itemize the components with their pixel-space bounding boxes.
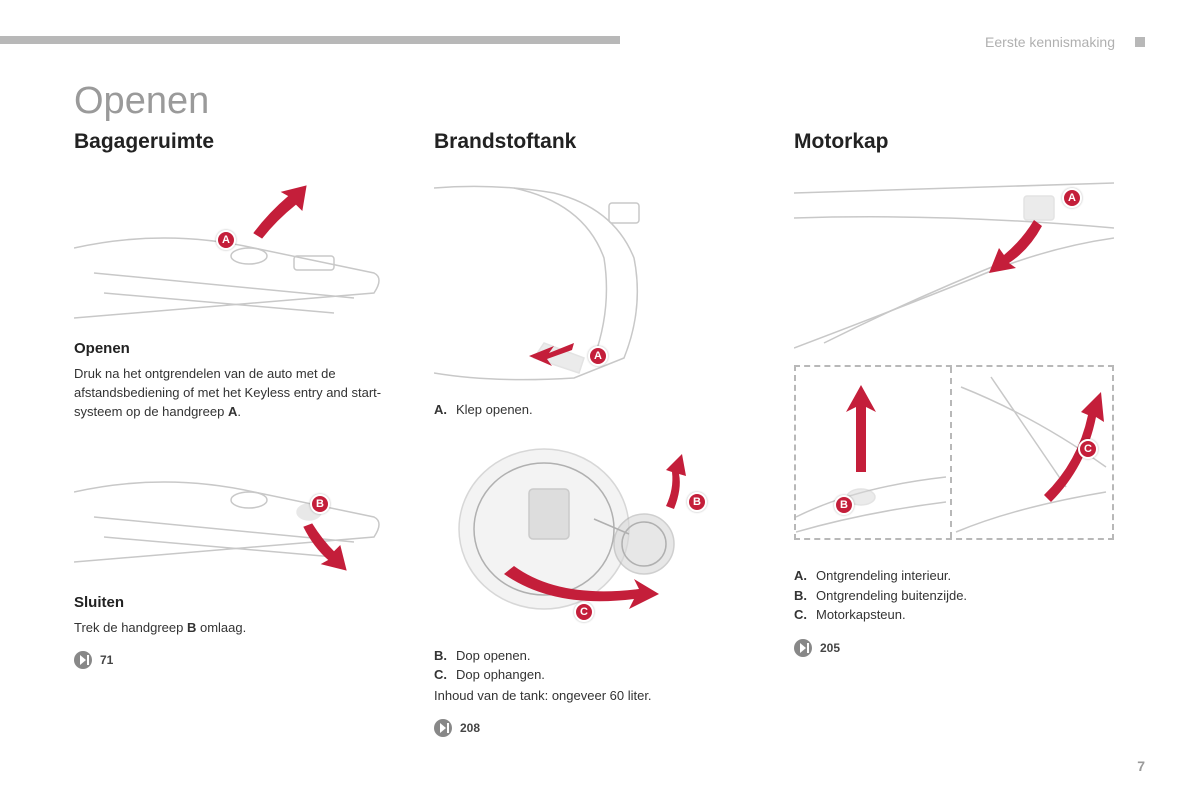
callout-a-icon: A: [588, 346, 608, 366]
page-ref-icon: [74, 651, 92, 669]
header-section: Eerste kennismaking: [985, 34, 1145, 50]
luggage-open-heading: Openen: [74, 340, 404, 357]
callout-c-icon: C: [574, 602, 594, 622]
bonnet-ref-number: 205: [820, 641, 840, 655]
section-label: Eerste kennismaking: [985, 34, 1115, 50]
page-ref-icon: [794, 639, 812, 657]
luggage-close-diagram: B: [74, 432, 394, 582]
fuel-item-b: B. Dop openen.: [434, 646, 764, 666]
fuel-flap-diagram: A: [434, 178, 754, 388]
luggage-open-diagram: A: [74, 178, 394, 328]
fuel-ref-number: 208: [460, 721, 480, 735]
luggage-page-ref: 71: [74, 651, 404, 669]
bonnet-item-a: A. Ontgrendeling interieur.: [794, 566, 1124, 586]
fuel-page-ref: 208: [434, 719, 764, 737]
luggage-close-heading: Sluiten: [74, 594, 404, 611]
luggage-ref-number: 71: [100, 653, 113, 667]
fuel-capacity: Inhoud van de tank: ongeveer 60 liter.: [434, 687, 764, 706]
fuel-item-c: C. Dop ophangen.: [434, 665, 764, 685]
bonnet-interior-diagram: A: [794, 178, 1114, 353]
callout-a-icon: A: [216, 230, 236, 250]
section-marker-icon: [1135, 37, 1145, 47]
page-number: 7: [1137, 758, 1145, 774]
callout-b-icon: B: [687, 492, 707, 512]
bonnet-title: Motorkap: [794, 130, 1124, 154]
fuel-title: Brandstoftank: [434, 130, 764, 154]
callout-b-icon: B: [834, 495, 854, 515]
callout-c-icon: C: [1078, 439, 1098, 459]
content-columns: Bagageruimte A Openen Druk na het ontgre…: [74, 130, 1124, 737]
callout-b-icon: B: [310, 494, 330, 514]
callout-a-icon: A: [1062, 188, 1082, 208]
fuel-item-a: A. Klep openen.: [434, 400, 764, 420]
luggage-close-text: Trek de handgreep B omlaag.: [74, 619, 404, 638]
bonnet-exterior-diagram: B C: [794, 365, 1114, 540]
bonnet-item-b: B. Ontgrendeling buitenzijde.: [794, 586, 1124, 606]
bonnet-page-ref: 205: [794, 639, 1124, 657]
page-ref-icon: [434, 719, 452, 737]
column-luggage: Bagageruimte A Openen Druk na het ontgre…: [74, 130, 404, 737]
luggage-open-text: Druk na het ontgrendelen van de auto met…: [74, 365, 404, 422]
column-fuel: Brandstoftank A A. Klep openen.: [434, 130, 764, 737]
fuel-cap-diagram: B C: [434, 434, 754, 634]
page-title: Openen: [74, 80, 209, 123]
top-grey-bar: [0, 36, 620, 44]
bonnet-item-c: C. Motorkapsteun.: [794, 605, 1124, 625]
column-bonnet: Motorkap A: [794, 130, 1124, 737]
luggage-title: Bagageruimte: [74, 130, 404, 154]
